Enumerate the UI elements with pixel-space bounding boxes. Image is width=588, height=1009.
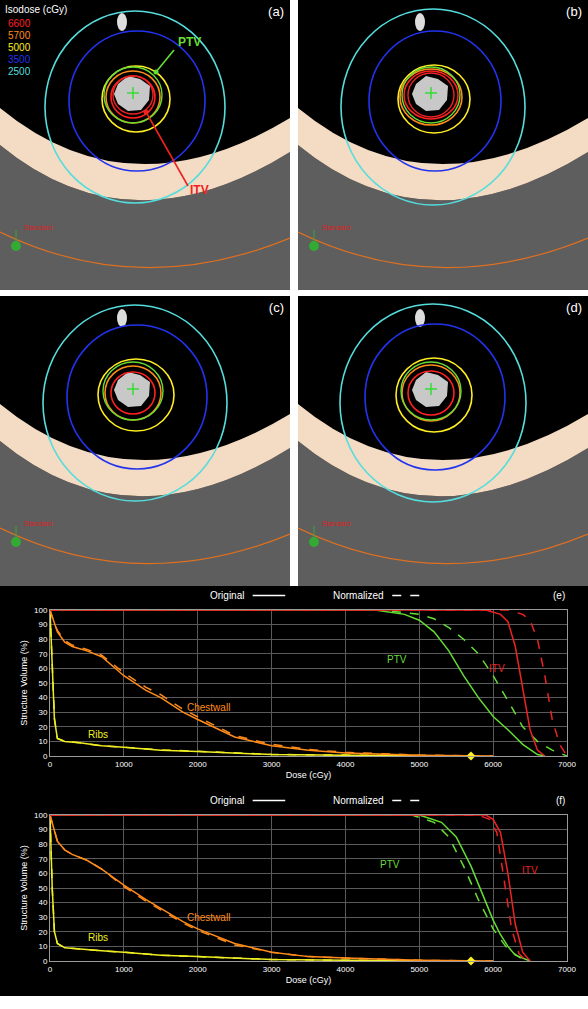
svg-text:(c): (c) [269, 300, 284, 315]
svg-text:7000: 7000 [558, 760, 576, 769]
svg-text:100: 100 [34, 811, 48, 820]
svg-text:Structure Volume (%): Structure Volume (%) [19, 640, 29, 726]
svg-text:(a): (a) [268, 4, 284, 19]
svg-text:Original: Original [210, 795, 244, 806]
svg-text:5700: 5700 [8, 30, 31, 41]
svg-text:3000: 3000 [263, 965, 281, 974]
svg-text:4000: 4000 [337, 965, 355, 974]
svg-text:70: 70 [38, 855, 47, 864]
svg-text:ITV: ITV [190, 183, 209, 197]
svg-text:Normalized: Normalized [333, 590, 384, 601]
svg-text:5000: 5000 [410, 965, 428, 974]
svg-text:Dose (cGy): Dose (cGy) [286, 770, 332, 780]
svg-text:6000: 6000 [484, 965, 502, 974]
svg-text:PTV: PTV [178, 35, 201, 49]
svg-text:Normalized: Normalized [333, 795, 384, 806]
svg-text:PTV: PTV [380, 859, 400, 870]
svg-text:(d): (d) [566, 300, 582, 315]
svg-text:0: 0 [43, 752, 48, 761]
svg-text:4000: 4000 [337, 760, 355, 769]
svg-text:5000: 5000 [410, 760, 428, 769]
svg-text:2500: 2500 [8, 66, 31, 77]
svg-text:2000: 2000 [189, 965, 207, 974]
svg-text:30: 30 [38, 708, 47, 717]
svg-text:Ribs: Ribs [88, 932, 108, 943]
svg-text:6600: 6600 [8, 18, 31, 29]
svg-text:Standard: Standard [24, 224, 53, 231]
svg-text:40: 40 [38, 693, 47, 702]
svg-text:3000: 3000 [263, 760, 281, 769]
svg-text:50: 50 [38, 884, 47, 893]
svg-text:Standard: Standard [322, 224, 351, 231]
svg-text:20: 20 [38, 723, 47, 732]
svg-text:90: 90 [38, 825, 47, 834]
svg-text:50: 50 [38, 679, 47, 688]
svg-text:Structure Volume (%): Structure Volume (%) [19, 845, 29, 931]
svg-text:Standard: Standard [322, 520, 351, 527]
svg-text:Chestwall: Chestwall [187, 912, 230, 923]
svg-text:90: 90 [38, 620, 47, 629]
svg-text:7000: 7000 [558, 965, 576, 974]
svg-text:1000: 1000 [115, 965, 133, 974]
svg-text:10: 10 [38, 942, 47, 951]
svg-text:70: 70 [38, 650, 47, 659]
svg-text:Dose (cGy): Dose (cGy) [286, 975, 332, 985]
svg-text:Chestwall: Chestwall [187, 702, 230, 713]
svg-text:Ribs: Ribs [88, 729, 108, 740]
svg-text:ITV: ITV [489, 663, 505, 674]
svg-text:60: 60 [38, 869, 47, 878]
svg-text:Standard: Standard [24, 520, 53, 527]
svg-text:60: 60 [38, 664, 47, 673]
svg-text:2000: 2000 [189, 760, 207, 769]
svg-text:3500: 3500 [8, 54, 31, 65]
svg-text:80: 80 [38, 635, 47, 644]
svg-text:6000: 6000 [484, 760, 502, 769]
svg-text:1000: 1000 [115, 760, 133, 769]
svg-text:0: 0 [43, 957, 48, 966]
svg-text:10: 10 [38, 737, 47, 746]
svg-text:0: 0 [48, 965, 53, 974]
svg-text:PTV: PTV [387, 654, 407, 665]
svg-text:100: 100 [34, 606, 48, 615]
svg-text:Isodose (cGy): Isodose (cGy) [5, 4, 67, 15]
svg-text:(f): (f) [556, 795, 565, 806]
svg-text:ITV: ITV [522, 865, 538, 876]
svg-text:5000: 5000 [8, 42, 31, 53]
svg-text:Original: Original [210, 590, 244, 601]
svg-text:40: 40 [38, 898, 47, 907]
svg-text:0: 0 [48, 760, 53, 769]
svg-text:80: 80 [38, 840, 47, 849]
svg-text:(e): (e) [553, 590, 565, 601]
svg-text:(b): (b) [566, 4, 582, 19]
svg-text:20: 20 [38, 928, 47, 937]
svg-text:30: 30 [38, 913, 47, 922]
